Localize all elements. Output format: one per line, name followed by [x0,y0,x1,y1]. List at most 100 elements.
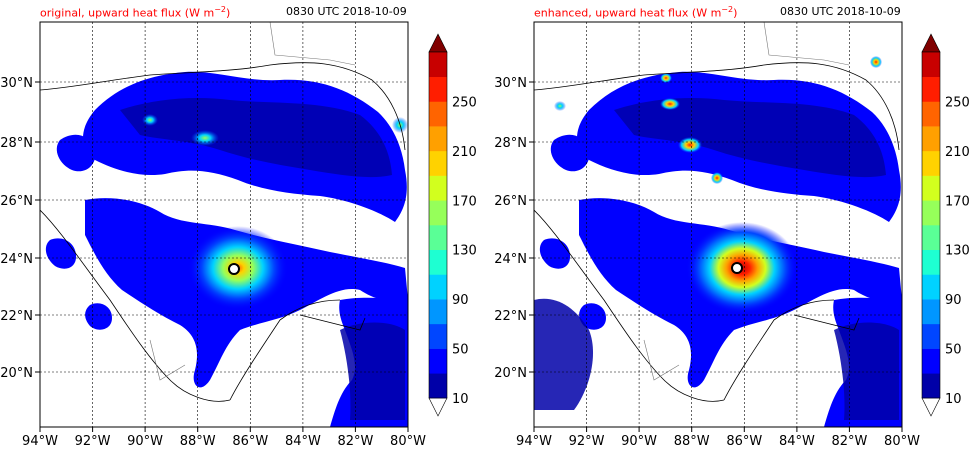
lon-tick: 88°W [180,434,216,449]
map-panel-original [40,22,408,427]
lon-tick: 80°W [884,434,920,449]
lon-tick: 90°W [621,434,657,449]
lat-tick: 22°N [494,309,527,324]
panel1-title: original, upward heat flux (W m−2) [40,5,230,20]
hotspot [660,98,680,110]
lat-tick: 30°N [0,76,33,91]
panel1-title-text: original, upward heat flux (W m [40,6,215,20]
colorbar-segment [429,323,447,349]
lat-axis-original: 20°N 22°N 24°N 26°N 28°N 30°N [0,76,40,381]
colorbar-segment [922,101,940,127]
colorbar-segment [429,52,447,78]
lat-tick: 28°N [0,136,33,151]
lon-axis-enhanced: 94°W 92°W 90°W 88°W 86°W 84°W 82°W 80°W [516,427,920,449]
lat-tick: 26°N [0,194,33,209]
colorbar-segment [429,76,447,102]
colorbar-segment [429,373,447,399]
colorbar-segment [922,249,940,275]
map-panel-enhanced [534,22,902,427]
hotspot [191,130,219,146]
lat-tick: 20°N [0,366,33,381]
lat-axis-enhanced: 20°N 22°N 24°N 26°N 28°N 30°N [494,76,534,381]
colorbar-segment [429,249,447,275]
colorbar-segment [922,175,940,201]
lat-tick: 28°N [494,136,527,151]
colorbar-tick-label: 10 [945,392,962,407]
colorbar-under-triangle [428,397,448,417]
colorbar-segment [922,52,940,78]
lon-tick: 86°W [726,434,762,449]
storm-eye-original [228,263,240,275]
lon-tick: 90°W [127,434,163,449]
lon-tick: 80°W [390,434,426,449]
lon-tick: 84°W [779,434,815,449]
lon-tick: 94°W [22,434,58,449]
lon-tick: 82°W [337,434,373,449]
panel1-timestamp: 0830 UTC 2018-10-09 [286,5,407,18]
heat-flux-low-original [120,98,405,420]
colorbar-segment [922,348,940,374]
colorbar-segment [429,225,447,251]
lat-tick: 26°N [494,194,527,209]
panel2-title: enhanced, upward heat flux (W m−2) [534,5,737,20]
lat-tick: 24°N [494,252,527,267]
map-frame-original [39,21,409,428]
hotspot [660,73,672,83]
storm-eye-enhanced [731,262,743,274]
coastline-original [40,62,406,402]
lat-tick: 24°N [0,252,33,267]
colorbar-segment [429,150,447,176]
lon-tick: 92°W [75,434,111,449]
colorbar-segment [922,76,940,102]
colorbar-segment [429,348,447,374]
gridlines-enhanced [534,22,902,427]
heat-flux-low-enhanced [534,98,899,420]
lon-tick: 82°W [831,434,867,449]
colorbar-segment [922,126,940,152]
panel2-title-close: ) [733,6,738,20]
colorbar-original: 10 50 90 130 170 210 250 [428,33,477,417]
gridlines-original [40,22,408,427]
colorbar-tick-label: 250 [452,95,477,110]
hotspot [711,172,723,184]
lat-tick: 22°N [0,309,33,324]
hotspot [678,137,702,153]
colorbar-tick-label: 50 [945,343,962,358]
colorbar-segment [429,200,447,226]
lon-tick: 84°W [285,434,321,449]
colorbar-tick-label: 90 [945,293,962,308]
colorbar-segment [429,175,447,201]
colorbar-segment [922,323,940,349]
map-frame-enhanced [533,21,903,428]
borders-original [149,22,356,381]
colorbar-segment [429,299,447,325]
colorbar-under-triangle [921,397,941,417]
borders-enhanced [643,22,850,381]
colorbar-tick-label: 170 [452,194,477,209]
colorbar-tick-label: 130 [452,244,477,259]
colorbar-tick-label: 10 [452,392,469,407]
lon-axis-original: 94°W 92°W 90°W 88°W 86°W 84°W 82°W 80°W [22,427,426,449]
colorbar-tick-label: 210 [945,145,970,160]
colorbar-segment [429,101,447,127]
panel2-title-sup: −2 [721,5,734,14]
colorbar-tick-label: 130 [945,244,970,259]
hotspot [554,101,566,111]
lon-tick: 94°W [516,434,552,449]
lon-tick: 86°W [232,434,268,449]
lon-tick: 88°W [674,434,710,449]
panel1-title-close: ) [225,6,231,20]
panel2-timestamp: 0830 UTC 2018-10-09 [780,5,901,18]
colorbar-segment [922,200,940,226]
colorbar-frame [428,51,448,399]
panel2-title-text: enhanced, upward heat flux (W m [534,6,722,20]
lon-tick: 92°W [569,434,605,449]
colorbar-segment [922,150,940,176]
colorbar-segment [922,299,940,325]
colorbar-segment [922,373,940,399]
hotspot [870,56,882,68]
colorbar-tick-label: 170 [945,194,970,209]
colorbar-over-triangle [921,33,941,53]
lat-tick: 30°N [494,76,527,91]
